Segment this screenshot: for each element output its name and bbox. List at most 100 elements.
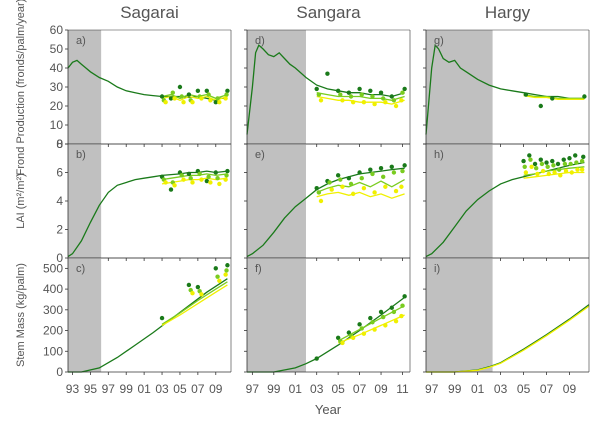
data-point-light: [208, 98, 213, 103]
data-point-light: [383, 184, 388, 189]
data-point-light: [217, 278, 222, 283]
data-point-mid: [522, 164, 527, 169]
y-tick-label: 400: [43, 282, 63, 296]
x-tick-label: 95: [84, 382, 98, 396]
data-point-light: [172, 183, 177, 188]
data-point-light: [329, 187, 334, 192]
data-point-dark: [368, 167, 373, 172]
x-tick-label: 09: [563, 382, 577, 396]
data-point-dark: [581, 154, 586, 160]
shade-region: [247, 258, 306, 372]
x-tick-label: 11: [396, 382, 409, 396]
data-point-dark: [159, 94, 165, 99]
data-point-light: [540, 168, 546, 174]
x-tick-label: 99: [448, 382, 462, 396]
panel-b: 0 2 4 6 8 b): [56, 137, 232, 265]
data-point-mid: [391, 309, 397, 315]
data-point-mid: [215, 176, 220, 181]
y-tick-label: 40: [50, 61, 64, 75]
data-point-dark: [225, 263, 230, 268]
series-line-mid: [161, 173, 228, 181]
data-point-light: [172, 96, 177, 101]
data-point-dark: [186, 282, 192, 288]
x-tick-label: 09: [374, 382, 388, 396]
series-line-light: [316, 191, 405, 199]
series-line-dark: [68, 278, 228, 373]
data-point-dark: [177, 84, 183, 90]
data-point-dark: [523, 92, 529, 97]
shade-region: [426, 144, 493, 258]
y-axis-title-text: LAI (m²/m²): [15, 173, 27, 229]
series-line-mid: [161, 93, 228, 100]
x-tick-label: 03: [494, 382, 508, 396]
x-tick-label: 03: [155, 382, 169, 396]
y-tick-label: 500: [43, 261, 63, 275]
series-line-mid: [316, 92, 405, 101]
data-point-light: [523, 170, 529, 175]
data-point-light: [181, 100, 186, 105]
panel-label: e): [255, 149, 265, 161]
data-point-dark: [314, 185, 319, 191]
data-point-mid: [348, 181, 354, 187]
data-point-mid: [370, 320, 375, 325]
panel-f: 97 99 01 03 05 07 09 11 f): [244, 257, 411, 396]
data-point-mid: [574, 160, 579, 165]
x-tick-label: 01: [289, 382, 303, 396]
column-title: Sagarai: [120, 3, 179, 22]
data-point-dark: [402, 294, 407, 299]
y-axis-title: LAI (m²/m²): [15, 173, 27, 229]
data-point-dark: [335, 335, 341, 340]
data-point-dark: [204, 178, 210, 184]
data-point-mid: [533, 166, 539, 171]
data-point-light: [579, 167, 585, 172]
data-point-dark: [582, 94, 587, 99]
data-point-light: [223, 96, 228, 101]
data-point-dark: [168, 96, 174, 101]
x-tick-label: 09: [209, 382, 223, 396]
y-tick-label: 0: [56, 251, 63, 265]
data-point-light: [190, 100, 195, 105]
data-point-dark: [567, 156, 572, 161]
data-point-light: [181, 177, 186, 182]
data-point-light: [361, 185, 367, 191]
data-point-light: [223, 177, 228, 182]
shade-region: [68, 30, 102, 144]
series-line-dark: [246, 44, 405, 135]
x-axis-title: Year: [315, 402, 342, 417]
data-point-light: [393, 319, 399, 324]
data-point-mid: [391, 170, 397, 175]
data-point-light: [546, 171, 552, 177]
data-point-light: [372, 101, 377, 107]
panel-label: g): [434, 35, 444, 47]
data-point-light: [350, 191, 356, 197]
panel-label: f): [255, 263, 262, 275]
data-point-dark: [325, 71, 330, 76]
data-point-mid: [568, 161, 573, 167]
data-point-dark: [402, 86, 407, 92]
data-point-dark: [378, 309, 384, 315]
data-point-dark: [213, 266, 218, 271]
data-point-mid: [316, 92, 322, 97]
y-axis-title: Stem Mass (kg/palm): [15, 263, 27, 367]
data-point-dark: [357, 86, 362, 92]
data-point-mid: [215, 96, 220, 101]
panel-label: b): [76, 149, 86, 161]
data-point-light: [340, 340, 345, 346]
data-point-light: [163, 100, 168, 105]
x-tick-label: 03: [310, 382, 324, 396]
data-point-light: [217, 100, 222, 105]
data-point-mid: [206, 174, 211, 179]
panel-e: e): [244, 143, 411, 261]
data-point-light: [383, 323, 388, 328]
series-line-mid: [161, 281, 228, 325]
x-tick-label: 99: [120, 382, 134, 396]
panel-label: d): [255, 35, 265, 47]
data-point-dark: [378, 166, 384, 171]
data-point-light: [399, 184, 404, 189]
data-point-mid: [380, 314, 386, 320]
data-point-dark: [378, 90, 384, 95]
data-point-mid: [197, 171, 202, 177]
panel-label: i): [434, 263, 440, 275]
x-tick-label: 01: [471, 382, 485, 396]
data-point-dark: [225, 168, 230, 174]
